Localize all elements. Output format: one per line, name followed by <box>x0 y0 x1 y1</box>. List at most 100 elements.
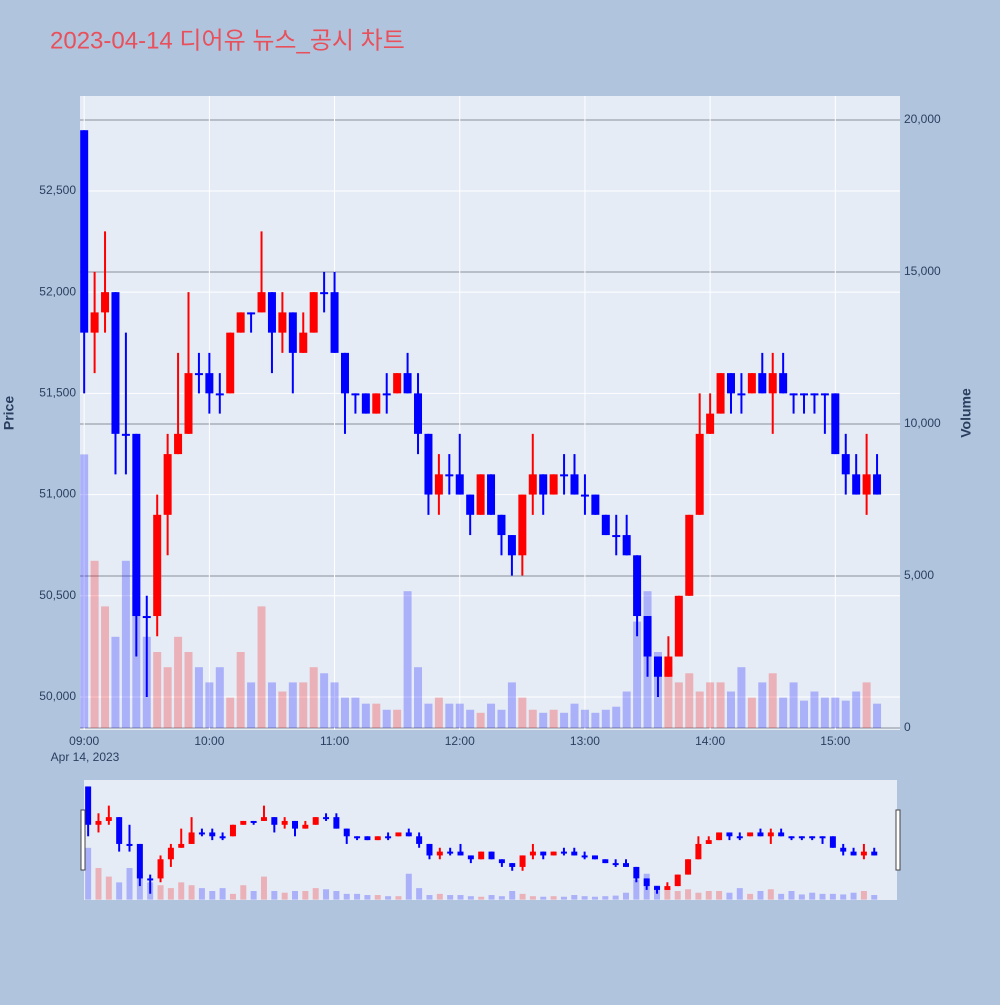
candle-body <box>852 474 861 495</box>
slider-candle <box>312 817 319 825</box>
slider-candle <box>260 817 267 821</box>
candle-body <box>810 393 819 396</box>
volume-bar <box>779 697 788 728</box>
slider-handle-right[interactable] <box>895 809 901 871</box>
volume-bar <box>758 682 767 728</box>
candle-body <box>580 494 589 497</box>
candle-body <box>591 494 600 515</box>
slider-volume <box>529 896 536 900</box>
volume-bar <box>121 560 130 728</box>
volume-bar <box>601 709 610 728</box>
slider-candle <box>819 836 826 839</box>
slider-candle <box>323 817 330 820</box>
candle-body <box>132 433 141 617</box>
y-tick-label: 50,000 <box>39 689 76 703</box>
slider-candle <box>695 843 702 860</box>
slider-candle <box>354 836 361 839</box>
slider-candle <box>395 832 402 837</box>
volume-bar <box>299 682 308 728</box>
volume-bar <box>403 591 412 728</box>
slider-volume <box>716 890 723 900</box>
y2-tick-label: 0 <box>904 720 911 734</box>
candle-body <box>445 474 454 477</box>
volume-bar <box>236 651 245 728</box>
candle-body <box>570 474 579 495</box>
y2-axis-title: Volume <box>958 388 974 438</box>
slider-candle <box>581 855 588 858</box>
volume-bar <box>622 691 631 728</box>
candle-body <box>90 312 99 333</box>
slider-candle <box>840 847 847 852</box>
slider-volume <box>581 896 588 900</box>
candle-body <box>716 373 725 414</box>
slider-candle <box>457 851 464 856</box>
volume-bar <box>288 682 297 728</box>
slider-volume <box>395 896 402 900</box>
slider-candle <box>716 832 723 841</box>
x-tick-label: 14:00 <box>695 734 725 748</box>
candle-body <box>685 514 694 596</box>
y-tick-label: 52,000 <box>39 284 76 298</box>
volume-bar <box>361 703 370 728</box>
slider-volume <box>426 895 433 900</box>
slider-volume <box>333 890 340 900</box>
slider-volume <box>416 888 423 900</box>
candle-body <box>257 292 266 313</box>
candle-body <box>820 393 829 396</box>
slider-candle <box>602 859 609 864</box>
slider-candle <box>271 817 278 825</box>
candle-body <box>278 312 287 333</box>
volume-bar <box>560 712 569 728</box>
slider-candle <box>302 824 309 829</box>
slider-volume <box>116 882 123 900</box>
slider-volume <box>788 890 795 900</box>
volume-bar <box>111 636 120 728</box>
slider-volume <box>488 895 495 900</box>
slider-candle <box>788 836 795 839</box>
range-slider[interactable] <box>84 780 897 900</box>
slider-volume <box>623 892 629 900</box>
slider-handle-left[interactable] <box>80 809 86 871</box>
candle-body <box>487 474 496 515</box>
slider-candle <box>105 817 112 821</box>
candle-body <box>267 292 276 333</box>
slider-candle <box>85 786 92 825</box>
y-tick-label: 50,500 <box>39 588 76 602</box>
volume-bar <box>205 682 214 728</box>
candle-body <box>414 393 423 434</box>
candle-body <box>434 474 443 495</box>
slider-volume <box>198 888 205 900</box>
volume-bar <box>570 703 579 728</box>
candle-body <box>340 352 349 394</box>
candle-body <box>226 332 235 394</box>
candle-body <box>142 616 151 619</box>
volume-bar <box>340 697 349 728</box>
candle-body <box>664 656 673 677</box>
volume-bar <box>330 682 339 728</box>
x-tick-label: 09:00 <box>69 734 99 748</box>
slider-candle <box>498 859 505 864</box>
slider-volume <box>260 876 267 900</box>
slider-candle <box>229 824 236 837</box>
candle-body <box>101 292 110 313</box>
volume-bar <box>351 697 360 728</box>
volume-bar <box>549 709 558 728</box>
volume-bar <box>768 673 777 728</box>
slider-volume <box>519 893 526 900</box>
slider-volume <box>436 893 443 900</box>
candle-body <box>236 312 245 333</box>
candle-body <box>633 555 642 617</box>
candle-body <box>507 535 516 556</box>
slider-volume <box>405 873 412 900</box>
candle-body <box>758 373 767 394</box>
slider-candle <box>871 851 878 856</box>
candle-body <box>372 393 381 414</box>
volume-bar <box>528 709 537 728</box>
volume-bar <box>153 651 162 728</box>
slider-candle <box>674 874 681 887</box>
slider-volume <box>157 885 164 900</box>
slider-volume <box>209 890 216 900</box>
slider-candle <box>374 836 381 841</box>
slider-candle <box>850 851 857 856</box>
